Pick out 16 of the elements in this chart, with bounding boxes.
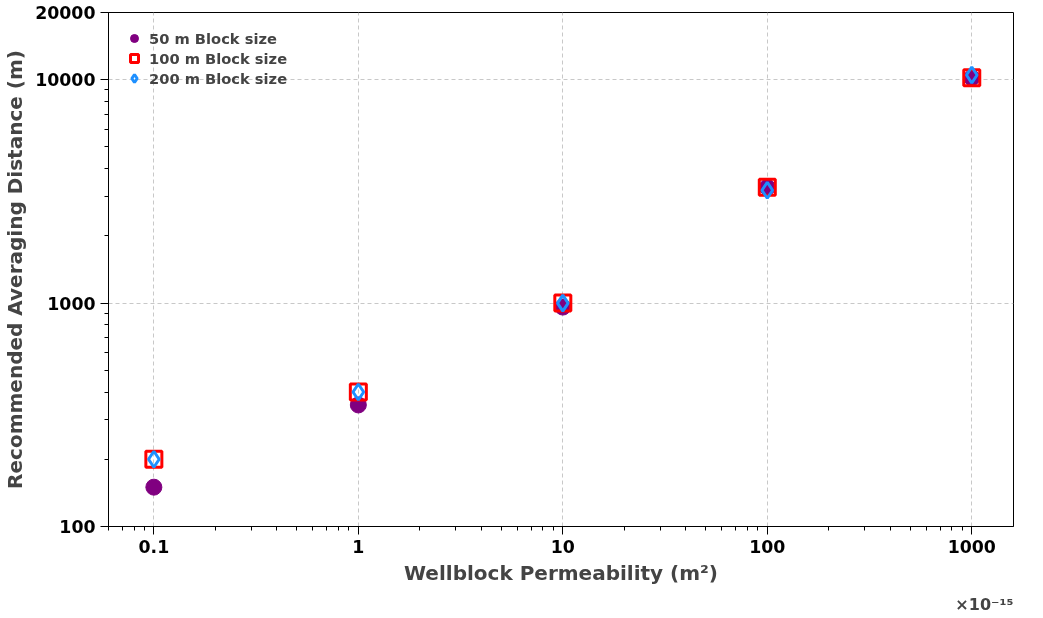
x-axis-title: Wellblock Permeability (m²) [404, 560, 718, 585]
x-tick-label: 100 [749, 536, 786, 557]
y-tick-label: 1000 [47, 293, 96, 314]
legend-label: 200 m Block size [149, 69, 288, 87]
legend-label: 50 m Block size [149, 29, 277, 47]
y-tick-label: 10000 [35, 70, 96, 91]
x-tick-label: 10 [550, 536, 575, 557]
y-axis-title: Recommended Averaging Distance (m) [3, 50, 28, 489]
x-tick-label: 0.1 [138, 536, 170, 557]
x-tick-label: 1000 [947, 536, 996, 557]
y-tick-label: 20000 [35, 3, 96, 23]
point [145, 478, 163, 496]
y-tick-label: 100 [59, 517, 96, 537]
legend-label: 100 m Block size [149, 49, 288, 67]
x-tick-label: 1 [352, 536, 365, 557]
text: ×10⁻¹⁵ [955, 594, 1014, 614]
